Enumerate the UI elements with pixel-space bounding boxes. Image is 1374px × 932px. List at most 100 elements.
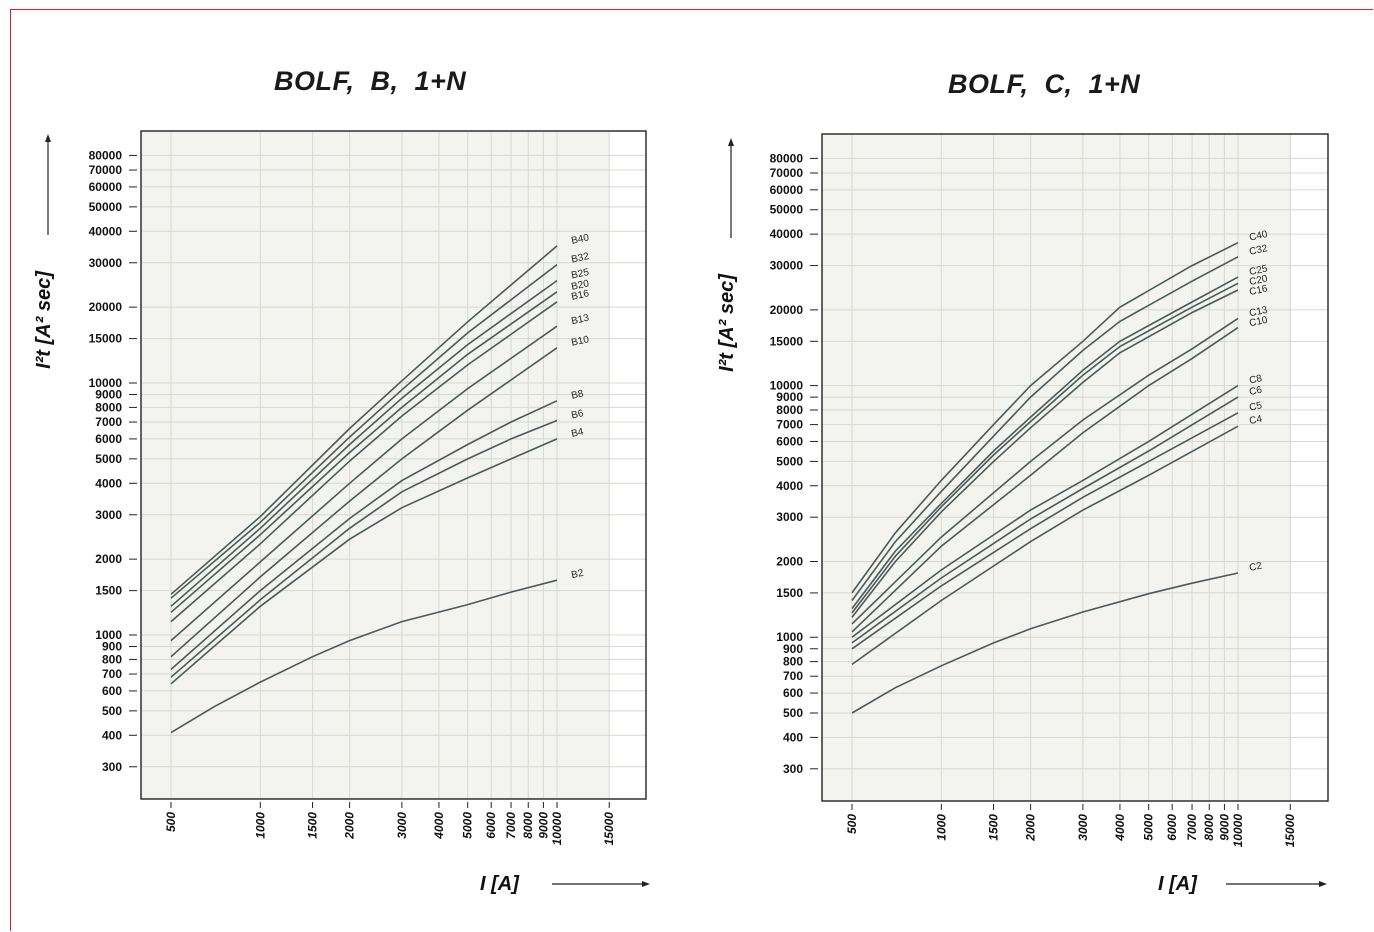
series-label-c32: C32 <box>1248 243 1269 258</box>
curve-c40 <box>851 241 1239 594</box>
x-tick-label: 15000 <box>602 812 616 846</box>
curve-c5 <box>851 412 1239 650</box>
x-tick-label: 7000 <box>1185 814 1199 841</box>
curve-c13 <box>851 317 1239 625</box>
x-axis-label: I [A] <box>1158 873 1198 895</box>
y-tick-label: 400 <box>102 728 122 742</box>
x-tick-label: 6000 <box>1165 814 1179 841</box>
y-tick-label: 700 <box>783 669 803 683</box>
y-tick-label: 9000 <box>95 388 122 402</box>
y-tick-label: 2000 <box>776 554 803 568</box>
y-tick-label: 70000 <box>89 163 123 177</box>
series-label-b4: B4 <box>570 426 585 439</box>
y-tick-label: 500 <box>783 706 803 720</box>
y-tick-label: 20000 <box>89 300 123 314</box>
y-tick-label: 500 <box>102 704 122 718</box>
y-tick-label: 1000 <box>95 628 122 642</box>
y-tick-label: 50000 <box>770 203 804 217</box>
x-tick-label: 2000 <box>1024 814 1038 842</box>
y-tick-label: 1500 <box>776 586 803 600</box>
curve-b32 <box>170 263 558 599</box>
curve-c10 <box>851 326 1239 633</box>
x-tick-label: 9000 <box>1217 814 1231 841</box>
plot-shaded-area <box>822 134 1291 801</box>
y-tick-label: 700 <box>102 667 122 681</box>
series-label-c4: C4 <box>1248 414 1263 428</box>
y-tick-label: 4000 <box>776 479 803 493</box>
y-tick-label: 8000 <box>95 400 122 414</box>
series-label-b40: B40 <box>570 232 590 247</box>
y-tick-label: 60000 <box>89 180 123 194</box>
plot-frame <box>140 130 647 800</box>
x-tick-label: 1500 <box>987 814 1001 841</box>
x-tick-label: 1500 <box>306 812 320 839</box>
curve-c20 <box>851 282 1239 614</box>
x-tick-label: 6000 <box>484 812 498 839</box>
y-tick-label: 15000 <box>770 334 804 348</box>
y-tick-label: 300 <box>783 762 803 776</box>
x-axis-arrowhead <box>642 881 650 887</box>
series-label-c6: C6 <box>1248 385 1263 399</box>
x-tick-label: 8000 <box>521 812 535 839</box>
series-label-c25: C25 <box>1248 263 1269 278</box>
y-tick-label: 900 <box>102 640 122 654</box>
y-tick-label: 15000 <box>89 332 123 346</box>
x-tick-label: 4000 <box>432 812 446 840</box>
y-tick-label: 30000 <box>89 256 123 270</box>
curve-c32 <box>851 256 1239 601</box>
x-tick-label: 5000 <box>461 812 475 839</box>
curve-b16 <box>170 301 558 623</box>
y-tick-label: 600 <box>783 686 803 700</box>
series-label-c16: C16 <box>1248 283 1269 298</box>
series-label-b13: B13 <box>570 313 590 328</box>
y-axis-label: I²t [A² sec] <box>716 273 738 372</box>
series-label-c5: C5 <box>1248 400 1263 414</box>
y-tick-label: 400 <box>783 730 803 744</box>
curve-b25 <box>170 279 558 607</box>
y-tick-label: 6000 <box>776 434 803 448</box>
x-tick-label: 9000 <box>536 812 550 839</box>
curve-b2 <box>170 579 558 734</box>
y-tick-label: 2000 <box>95 552 122 566</box>
series-label-c2: C2 <box>1248 560 1263 574</box>
x-tick-label: 1000 <box>253 812 267 839</box>
y-tick-label: 20000 <box>770 303 804 317</box>
x-tick-label: 500 <box>845 814 859 834</box>
series-label-c13: C13 <box>1248 305 1269 320</box>
y-tick-label: 600 <box>102 684 122 698</box>
y-tick-label: 30000 <box>770 259 804 273</box>
series-label-c8: C8 <box>1248 373 1263 387</box>
x-tick-label: 15000 <box>1283 814 1297 848</box>
y-axis-label: I²t [A² sec] <box>33 270 55 369</box>
y-tick-label: 40000 <box>89 224 123 238</box>
y-tick-label: 1000 <box>776 630 803 644</box>
series-label-b32: B32 <box>570 251 590 266</box>
x-tick-label: 1000 <box>934 814 948 841</box>
x-tick-label: 4000 <box>1113 814 1127 842</box>
x-tick-label: 500 <box>164 812 178 832</box>
curve-b13 <box>170 325 558 642</box>
x-tick-label: 3000 <box>1076 814 1090 841</box>
series-label-b10: B10 <box>570 334 590 349</box>
y-tick-label: 300 <box>102 760 122 774</box>
series-label-c40: C40 <box>1248 229 1269 244</box>
series-label-b20: B20 <box>570 278 590 293</box>
series-label-b25: B25 <box>570 267 590 282</box>
plot-frame <box>821 133 1329 802</box>
y-tick-label: 80000 <box>89 148 123 162</box>
chart-title-b: BOLF, B, 1+N <box>274 66 467 96</box>
y-tick-label: 80000 <box>770 151 804 165</box>
curve-b4 <box>170 438 558 685</box>
y-axis-arrowhead <box>45 134 51 142</box>
series-label-b2: B2 <box>570 568 585 581</box>
x-tick-label: 3000 <box>395 812 409 839</box>
x-tick-label: 10000 <box>550 812 564 846</box>
x-tick-label: 8000 <box>1202 814 1216 841</box>
y-tick-label: 40000 <box>770 227 804 241</box>
y-axis-arrowhead <box>728 138 734 146</box>
y-tick-label: 800 <box>102 652 122 666</box>
y-tick-label: 60000 <box>770 183 804 197</box>
y-tick-label: 1500 <box>95 584 122 598</box>
y-tick-label: 10000 <box>89 376 123 390</box>
series-label-c20: C20 <box>1248 273 1269 288</box>
